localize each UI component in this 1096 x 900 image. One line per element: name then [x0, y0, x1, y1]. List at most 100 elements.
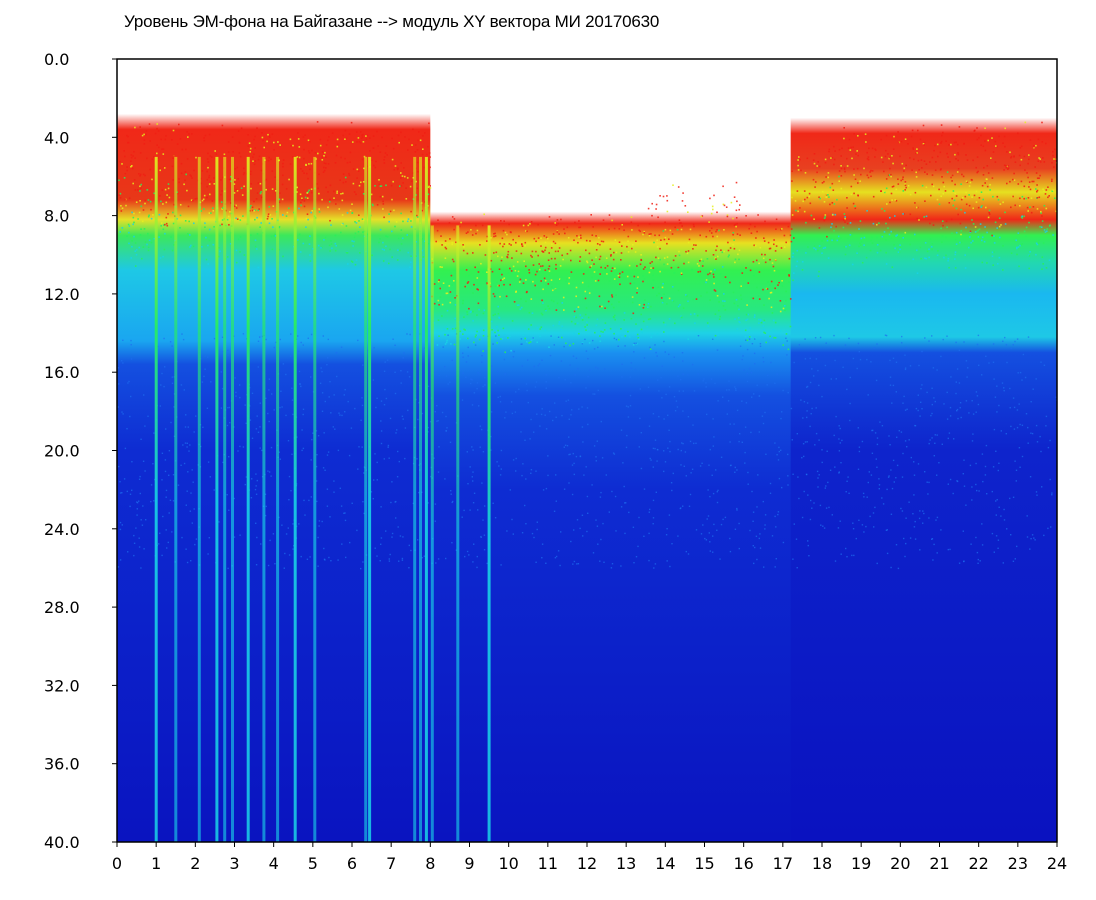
- noise-speck: [980, 144, 982, 146]
- noise-speck: [206, 196, 208, 199]
- noise-speck: [947, 483, 949, 485]
- noise-speck: [419, 139, 422, 142]
- noise-speck: [638, 516, 640, 519]
- noise-speck: [417, 170, 419, 173]
- noise-speck: [1010, 155, 1013, 158]
- noise-speck: [182, 338, 185, 341]
- noise-speck: [355, 193, 357, 196]
- noise-speck: [131, 489, 133, 491]
- noise-speck: [249, 419, 252, 421]
- noise-speck: [147, 249, 150, 252]
- noise-speck: [303, 172, 305, 174]
- noise-speck: [647, 386, 650, 388]
- noise-speck: [1026, 515, 1028, 517]
- noise-speck: [832, 189, 835, 191]
- noise-speck: [570, 382, 572, 384]
- noise-speck: [382, 203, 385, 205]
- noise-speck: [913, 494, 915, 496]
- noise-speck: [327, 163, 330, 165]
- noise-speck: [611, 294, 613, 296]
- noise-speck: [950, 218, 953, 221]
- noise-speck: [687, 211, 689, 213]
- noise-speck: [885, 529, 888, 531]
- noise-speck: [1045, 267, 1048, 269]
- noise-speck: [451, 243, 453, 246]
- noise-speck: [494, 517, 497, 519]
- noise-speck: [164, 470, 167, 473]
- noise-speck: [762, 500, 764, 503]
- noise-speck: [250, 234, 252, 236]
- noise-speck: [187, 233, 189, 235]
- noise-speck: [786, 340, 788, 342]
- noise-speck: [441, 266, 443, 268]
- noise-speck: [267, 412, 269, 415]
- noise-speck: [149, 168, 151, 171]
- noise-speck: [749, 269, 752, 272]
- noise-speck: [136, 501, 138, 503]
- noise-speck: [627, 416, 630, 418]
- noise-speck: [621, 335, 623, 338]
- noise-speck: [654, 563, 657, 565]
- noise-speck: [815, 407, 817, 409]
- noise-speck: [450, 274, 453, 277]
- noise-speck: [405, 187, 407, 189]
- noise-speck: [254, 488, 257, 491]
- noise-speck: [164, 459, 167, 461]
- noise-speck: [527, 401, 529, 404]
- noise-speck: [755, 237, 757, 239]
- noise-speck: [584, 297, 587, 300]
- noise-speck: [218, 521, 220, 523]
- noise-speck: [354, 263, 357, 266]
- noise-speck: [890, 566, 892, 569]
- noise-speck: [244, 404, 246, 406]
- noise-speck: [987, 172, 990, 174]
- noise-speck: [738, 440, 740, 443]
- noise-speck: [189, 246, 191, 248]
- noise-speck: [545, 487, 548, 490]
- noise-speck: [406, 220, 409, 223]
- noise-speck: [443, 328, 445, 331]
- noise-speck: [140, 567, 142, 569]
- noise-speck: [185, 148, 187, 151]
- noise-speck: [929, 238, 932, 240]
- noise-speck: [263, 146, 265, 149]
- noise-speck: [685, 550, 687, 553]
- noise-speck: [716, 229, 718, 231]
- noise-speck: [722, 203, 725, 206]
- noise-speck: [1005, 166, 1008, 169]
- x-tick-label: 7: [386, 854, 396, 873]
- noise-speck: [576, 235, 578, 237]
- noise-speck: [651, 333, 654, 335]
- noise-speck: [977, 403, 980, 406]
- noise-speck: [555, 288, 557, 291]
- noise-speck: [132, 182, 134, 185]
- noise-speck: [592, 552, 595, 554]
- noise-speck: [984, 140, 986, 142]
- noise-speck: [257, 366, 259, 368]
- noise-speck: [301, 197, 303, 200]
- noise-speck: [825, 507, 828, 509]
- noise-speck: [867, 156, 870, 158]
- noise-speck: [1032, 145, 1035, 148]
- noise-speck: [524, 241, 527, 244]
- noise-speck: [131, 165, 133, 167]
- noise-speck: [575, 455, 578, 458]
- noise-speck: [1043, 534, 1045, 537]
- noise-speck: [516, 261, 519, 263]
- noise-speck: [652, 413, 655, 415]
- noise-speck: [190, 244, 192, 247]
- noise-speck: [735, 388, 737, 390]
- noise-speck: [733, 239, 735, 241]
- noise-speck: [352, 245, 354, 247]
- noise-speck: [540, 265, 542, 268]
- noise-speck: [354, 407, 356, 410]
- noise-speck: [451, 216, 454, 218]
- noise-speck: [913, 526, 916, 528]
- noise-speck: [943, 185, 945, 188]
- noise-speck: [618, 228, 621, 230]
- noise-speck: [269, 214, 272, 216]
- noise-speck: [751, 396, 753, 398]
- noise-speck: [334, 242, 337, 245]
- noise-speck: [733, 196, 736, 198]
- noise-speck: [394, 392, 397, 395]
